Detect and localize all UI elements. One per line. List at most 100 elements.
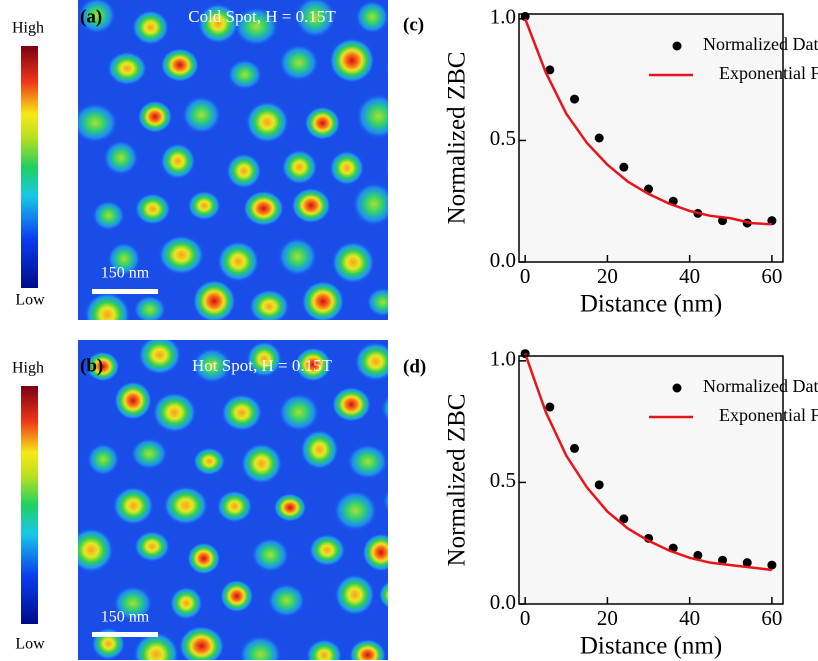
vortex — [243, 190, 284, 227]
vortex — [130, 437, 168, 470]
vortex — [78, 102, 118, 143]
vortex — [240, 443, 283, 485]
vortex — [137, 100, 173, 133]
vortex — [273, 493, 307, 522]
vortex — [133, 631, 180, 660]
vortex — [134, 192, 171, 225]
vortex — [181, 95, 221, 134]
data-point — [619, 162, 629, 172]
vortex — [347, 443, 388, 480]
vortex — [300, 429, 339, 470]
vortex — [163, 485, 209, 525]
vortex — [366, 287, 388, 317]
x-tick-label: 20 — [597, 264, 618, 288]
y-tick-label: 0.5 — [490, 126, 516, 150]
vortex — [226, 153, 262, 189]
data-point — [545, 402, 555, 412]
vortex — [131, 9, 170, 46]
plot-frame — [518, 355, 784, 605]
vortex — [221, 393, 263, 432]
x-tick-label: 20 — [597, 606, 618, 630]
data-point — [767, 216, 777, 226]
vortex — [378, 581, 388, 609]
legend-marker — [672, 383, 682, 393]
vortex — [107, 51, 148, 86]
data-point — [570, 94, 580, 104]
vortex — [87, 443, 120, 476]
vortex — [349, 639, 386, 660]
vortex — [331, 241, 375, 284]
vortex — [78, 527, 114, 573]
vortex — [133, 295, 167, 320]
y-tick-label: 0.5 — [490, 468, 516, 492]
vortex — [278, 392, 320, 432]
x-tick-label: 0 — [520, 606, 531, 630]
vortex — [134, 530, 171, 563]
vortex — [333, 490, 378, 532]
scale-bar-label: 150 nm — [101, 265, 150, 282]
image-title: Cold Spot, H = 0.15T — [188, 7, 336, 26]
image-panel: High Low (a) Cold Spot, H = 0.15T 150 nm — [12, 0, 388, 320]
vortex — [278, 44, 319, 82]
panel-label: (c) — [403, 14, 424, 35]
vortex — [169, 586, 203, 620]
scale-bar-label: 150 nm — [101, 609, 150, 626]
vortex — [234, 6, 279, 46]
x-axis-title: Distance (nm) — [580, 633, 722, 660]
vortex — [112, 486, 154, 526]
vortex — [160, 48, 200, 82]
y-tick-label: 1.0 — [490, 5, 516, 29]
vortex — [308, 533, 346, 567]
vortex — [160, 143, 196, 180]
vortex — [277, 237, 318, 276]
vortex — [178, 625, 225, 660]
vortex — [245, 101, 289, 144]
colorbar — [21, 386, 38, 624]
data-point — [570, 443, 580, 453]
legend-label: Normalized Data — [703, 34, 818, 54]
fit-line — [523, 353, 773, 572]
vortex — [78, 0, 116, 34]
data-point — [594, 480, 604, 490]
vortex — [267, 583, 306, 618]
data-point — [619, 514, 629, 524]
image-panel: High Low (b) Hot Spot, H = 0.15T 150 nm — [12, 340, 388, 660]
vortex — [294, 347, 332, 382]
vortex — [107, 242, 141, 276]
legend-marker — [672, 41, 682, 51]
vortex — [92, 200, 125, 231]
vortex — [334, 573, 375, 616]
vortex — [382, 489, 388, 513]
panel-label: (a) — [80, 6, 102, 27]
colorbar-low: Low — [15, 292, 45, 309]
legend-label: Exponential Fit — [719, 405, 818, 425]
vortex — [84, 291, 131, 320]
vortex — [113, 585, 153, 621]
data-point — [767, 560, 777, 570]
vortex — [187, 542, 221, 575]
data-point — [594, 133, 604, 143]
panel-label: (b) — [80, 355, 103, 376]
x-tick-label: 60 — [761, 264, 782, 288]
vortex — [356, 93, 388, 139]
x-tick-label: 40 — [679, 606, 700, 630]
x-tick-label: 40 — [679, 264, 700, 288]
vortex — [248, 289, 290, 320]
chart: (c) 0 20 40 60 0.0 0.5 1.0 Distance (nm) Normaliz… — [403, 5, 818, 318]
vortex — [331, 387, 371, 422]
image-title: Hot Spot, H = 0.15T — [192, 356, 333, 375]
vortex — [197, 3, 239, 44]
colorbar-low: Low — [15, 636, 45, 653]
vortex — [217, 240, 260, 283]
colorbar — [21, 46, 38, 288]
vortex — [246, 341, 282, 378]
vortex — [85, 351, 120, 382]
x-tick-label: 0 — [520, 264, 531, 288]
plot-area — [519, 356, 783, 604]
vortex — [329, 38, 375, 83]
data-point — [718, 555, 728, 565]
vortex — [352, 182, 388, 227]
y-tick-label: 1.0 — [490, 347, 516, 371]
map-image — [78, 340, 388, 660]
